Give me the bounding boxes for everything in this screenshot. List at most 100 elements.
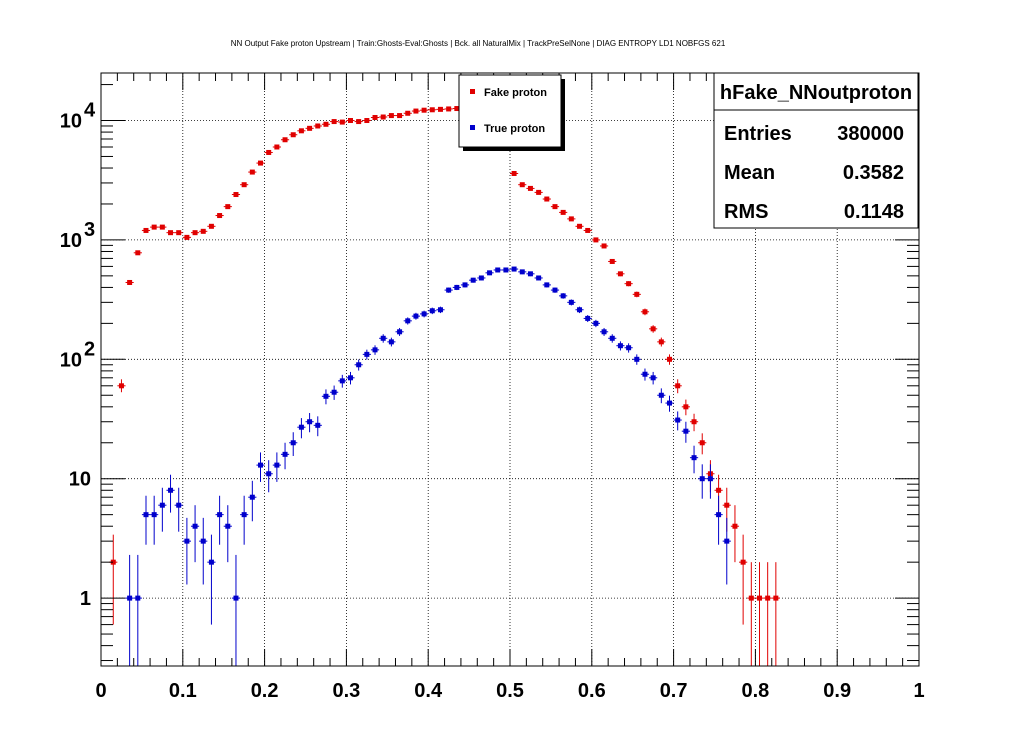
data-point (642, 309, 648, 315)
x-tick-label: 0.3 (332, 680, 360, 702)
data-point (511, 266, 517, 272)
data-point (217, 213, 223, 219)
data-point (740, 559, 746, 565)
data-point (462, 282, 468, 288)
data-point (511, 170, 517, 176)
data-point (568, 299, 574, 305)
data-point (577, 223, 583, 229)
stats-box: hFake_NNoutproton Entries 380000 Mean 0.… (713, 72, 919, 229)
data-point (454, 284, 460, 290)
y-tick-exponent: 2 (84, 338, 95, 360)
data-point (380, 335, 386, 341)
data-point (274, 462, 280, 468)
data-point (658, 339, 664, 345)
data-point (560, 293, 566, 299)
stats-entries-label: Entries (724, 123, 792, 145)
data-point (159, 224, 165, 230)
data-point (593, 320, 599, 326)
chart-title: NN Output Fake proton Upstream | Train:G… (231, 39, 726, 48)
data-point (168, 487, 174, 493)
x-tick-label: 0 (95, 680, 106, 702)
data-point (487, 270, 493, 276)
data-point (650, 326, 656, 332)
data-point (200, 538, 206, 544)
data-point (208, 559, 214, 565)
data-point (118, 383, 124, 389)
data-point (446, 287, 452, 293)
data-point (307, 125, 313, 131)
data-point (617, 343, 623, 349)
data-point (421, 107, 427, 113)
legend-marker-true-proton (470, 125, 475, 130)
data-point (266, 149, 272, 155)
legend-label-true-proton: True proton (484, 123, 545, 135)
x-tick-label: 0.9 (823, 680, 851, 702)
data-point (274, 144, 280, 150)
x-tick-label: 0.8 (741, 680, 769, 702)
data-point (716, 487, 722, 493)
data-point (503, 267, 509, 273)
data-point (519, 269, 525, 275)
data-point (421, 311, 427, 317)
data-point (258, 462, 264, 468)
data-point (470, 277, 476, 283)
data-point (519, 182, 525, 188)
data-point (675, 383, 681, 389)
data-point (339, 378, 345, 384)
data-point (168, 230, 174, 236)
data-point (626, 345, 632, 351)
x-tick-label: 0.4 (414, 680, 443, 702)
data-point (208, 223, 214, 229)
data-point (241, 182, 247, 188)
data-point (495, 267, 501, 273)
data-point (298, 128, 304, 134)
data-point (233, 595, 239, 601)
x-tick-label: 0.2 (251, 680, 279, 702)
data-point (298, 424, 304, 430)
data-point (642, 371, 648, 377)
data-point (527, 185, 533, 191)
data-point (233, 192, 239, 198)
x-tick-label: 1 (913, 680, 924, 702)
x-tick-label: 0.6 (578, 680, 606, 702)
data-point (683, 428, 689, 434)
data-point (732, 523, 738, 529)
data-point (773, 595, 779, 601)
data-point (585, 315, 591, 321)
data-point (135, 595, 141, 601)
data-point (290, 132, 296, 138)
data-point (356, 119, 362, 125)
data-point (601, 329, 607, 335)
legend-box (458, 74, 562, 148)
data-point (217, 512, 223, 518)
data-point (143, 227, 149, 233)
data-point (650, 375, 656, 381)
data-point (716, 512, 722, 518)
data-point (707, 476, 713, 482)
data-point (323, 393, 329, 399)
data-point (552, 287, 558, 293)
data-point (544, 196, 550, 202)
data-point (192, 523, 198, 529)
data-point (699, 476, 705, 482)
data-point (200, 228, 206, 234)
x-tick-label: 0.5 (496, 680, 524, 702)
data-point (176, 230, 182, 236)
data-point (446, 106, 452, 112)
y-tick-label: 1 (80, 588, 91, 610)
data-point (536, 275, 542, 281)
data-point (724, 538, 730, 544)
data-point (127, 279, 133, 285)
data-point (347, 118, 353, 124)
data-point (151, 512, 157, 518)
data-point (184, 538, 190, 544)
data-point (364, 118, 370, 124)
x-tick-label: 0.1 (169, 680, 197, 702)
data-point (405, 110, 411, 116)
series-fake-proton (109, 105, 780, 666)
data-point (241, 512, 247, 518)
data-point (634, 291, 640, 297)
data-point (176, 502, 182, 508)
stats-rms-value: 0.1148 (844, 201, 904, 223)
data-point (667, 400, 673, 406)
